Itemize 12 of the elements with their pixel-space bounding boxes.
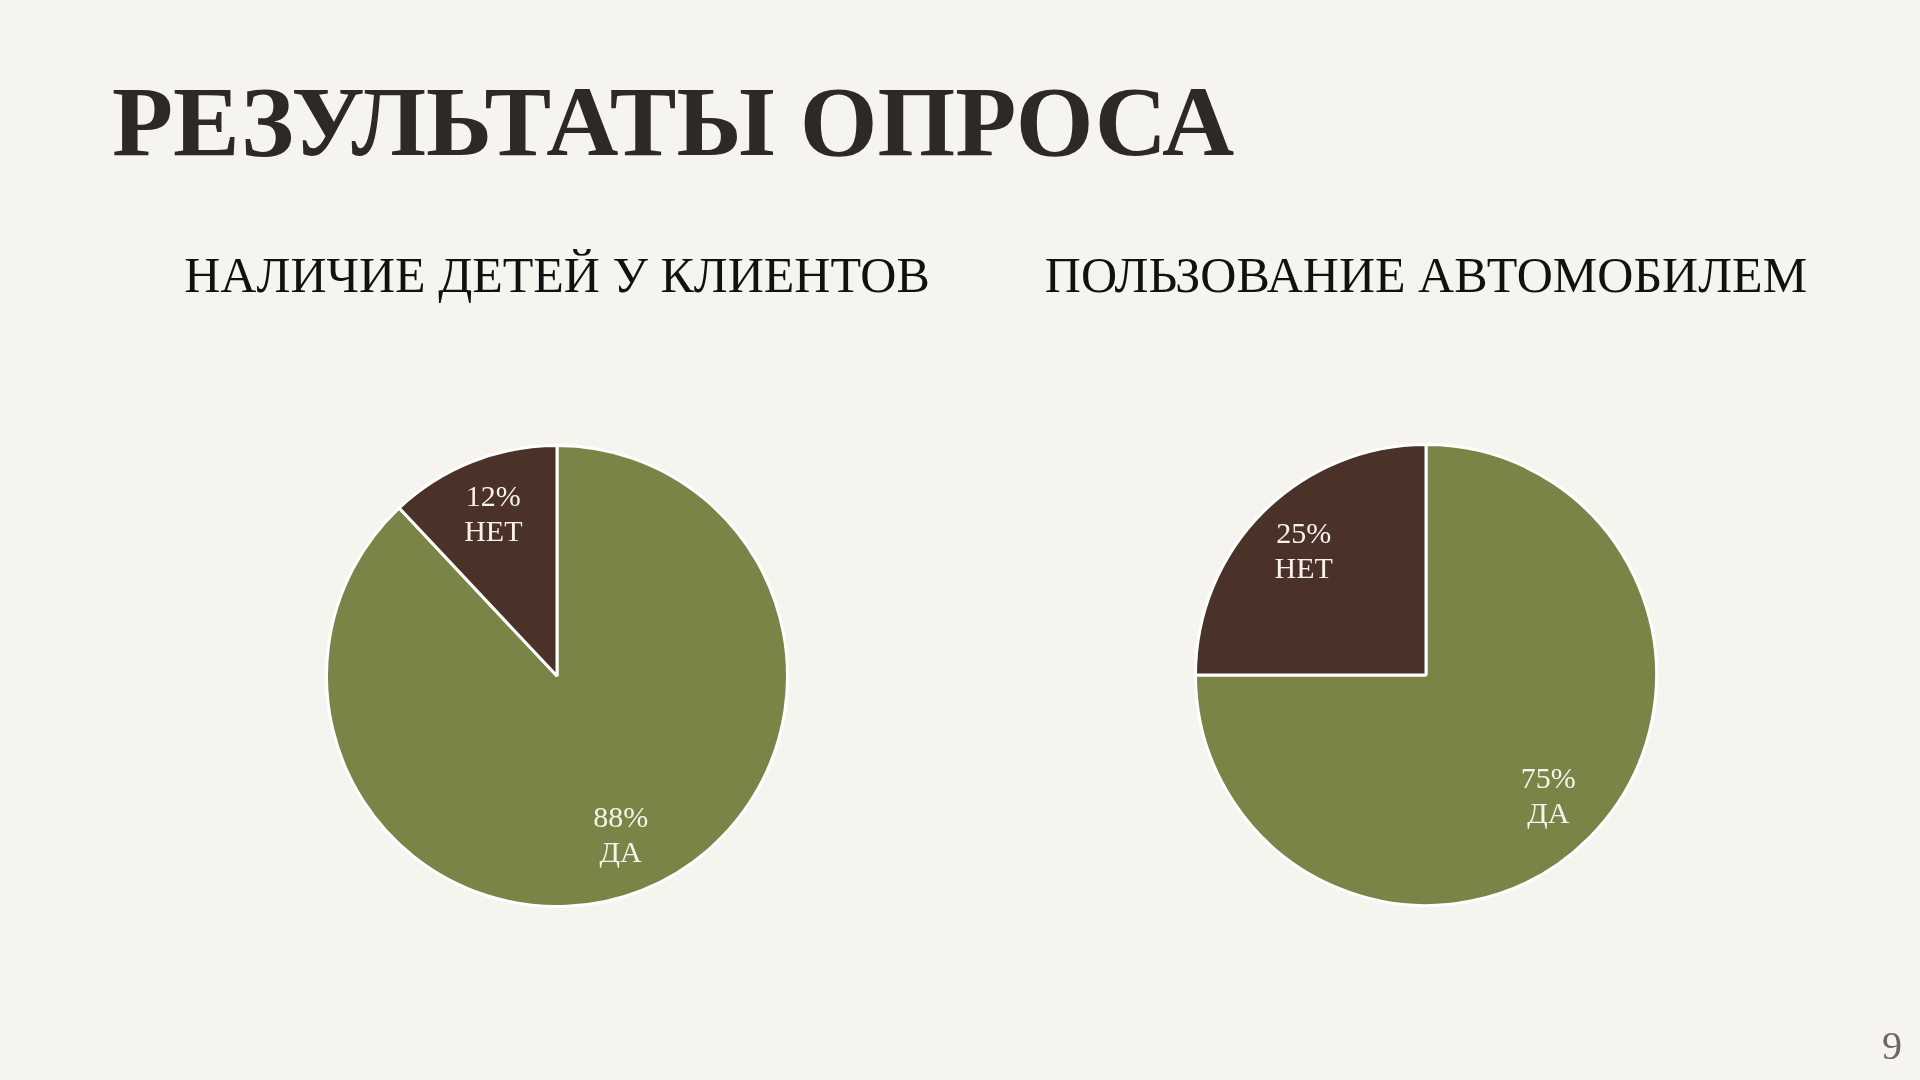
text: 9 (1882, 1023, 1902, 1068)
text: РЕЗУЛЬТАТЫ ОПРОСА (112, 65, 1235, 179)
chart-title: НАЛИЧИЕ ДЕТЕЙ У КЛИЕНТОВ (184, 247, 930, 305)
data-label: 75% (1520, 760, 1576, 794)
data-label: 25% (1276, 516, 1332, 550)
slice-label: ДА (599, 835, 643, 869)
slice-label: НЕТ (464, 513, 523, 547)
slice-label: НЕТ (1274, 551, 1333, 585)
data-label: 88% (593, 800, 649, 834)
data-label: 12% (465, 478, 521, 512)
chart-title: ПОЛЬЗОВАНИЕ АВТОМОБИЛЕМ (1044, 247, 1808, 305)
slice-label: ДА (1527, 795, 1570, 829)
